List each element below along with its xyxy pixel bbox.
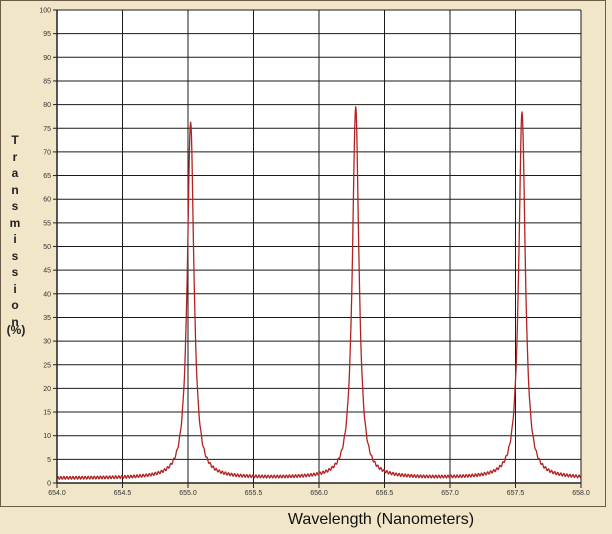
y-tick-label: 85 bbox=[43, 78, 51, 85]
y-tick-label: 70 bbox=[43, 149, 51, 156]
y-axis-label-letter: i bbox=[13, 232, 17, 246]
y-axis-label-letter: s bbox=[11, 248, 19, 263]
y-tick-label: 40 bbox=[43, 291, 51, 298]
x-tick-label: 654.0 bbox=[48, 490, 66, 497]
y-axis-label-letter: i bbox=[13, 281, 17, 296]
y-tick-label: 50 bbox=[43, 244, 51, 251]
y-tick-label: 100 bbox=[39, 8, 51, 15]
x-tick-label: 655.5 bbox=[245, 490, 263, 497]
y-tick-label: 15 bbox=[43, 410, 51, 417]
y-tick-label: 5 bbox=[47, 457, 51, 464]
y-tick-label: 65 bbox=[43, 173, 51, 180]
y-tick-label: 75 bbox=[43, 126, 51, 133]
y-tick-label: 80 bbox=[43, 102, 51, 109]
y-tick-label: 10 bbox=[43, 433, 51, 440]
y-tick-label: 90 bbox=[43, 55, 51, 62]
x-tick-label: 657.0 bbox=[441, 490, 459, 497]
series-line-transmission bbox=[56, 106, 582, 480]
y-axis-label-letter: a bbox=[11, 166, 19, 180]
y-tick-label: 45 bbox=[43, 268, 51, 275]
x-tick-label: 658.0 bbox=[572, 490, 590, 497]
x-tick-label: 656.5 bbox=[376, 490, 394, 497]
y-tick-label: 95 bbox=[43, 31, 51, 38]
y-axis-label-letter: n bbox=[11, 314, 19, 329]
y-axis-unit: (%) bbox=[6, 323, 26, 337]
y-axis-label-letter: r bbox=[12, 149, 18, 164]
x-tick-label: 656.0 bbox=[310, 490, 328, 497]
y-tick-label: 25 bbox=[43, 362, 51, 369]
y-axis-label-letter: n bbox=[11, 182, 19, 197]
y-tick-label: 60 bbox=[43, 197, 51, 204]
y-tick-label: 20 bbox=[43, 386, 51, 393]
x-axis-label: Wavelength (Nanometers) bbox=[287, 511, 475, 528]
x-tick-label: 657.5 bbox=[507, 490, 525, 497]
y-tick-label: 35 bbox=[43, 315, 51, 322]
y-axis-label-letter: s bbox=[11, 199, 19, 213]
y-tick-label: 30 bbox=[43, 339, 51, 346]
y-axis-label-letter: o bbox=[11, 298, 19, 312]
y-tick-label: 55 bbox=[43, 220, 51, 227]
x-tick-label: 654.5 bbox=[114, 490, 132, 497]
y-tick-label: 0 bbox=[47, 481, 51, 488]
y-axis-label-letter: T bbox=[11, 133, 19, 147]
x-tick-label: 655.0 bbox=[179, 490, 197, 497]
y-axis-label-letter: s bbox=[11, 265, 19, 279]
y-axis-label-letter: m bbox=[9, 215, 21, 230]
